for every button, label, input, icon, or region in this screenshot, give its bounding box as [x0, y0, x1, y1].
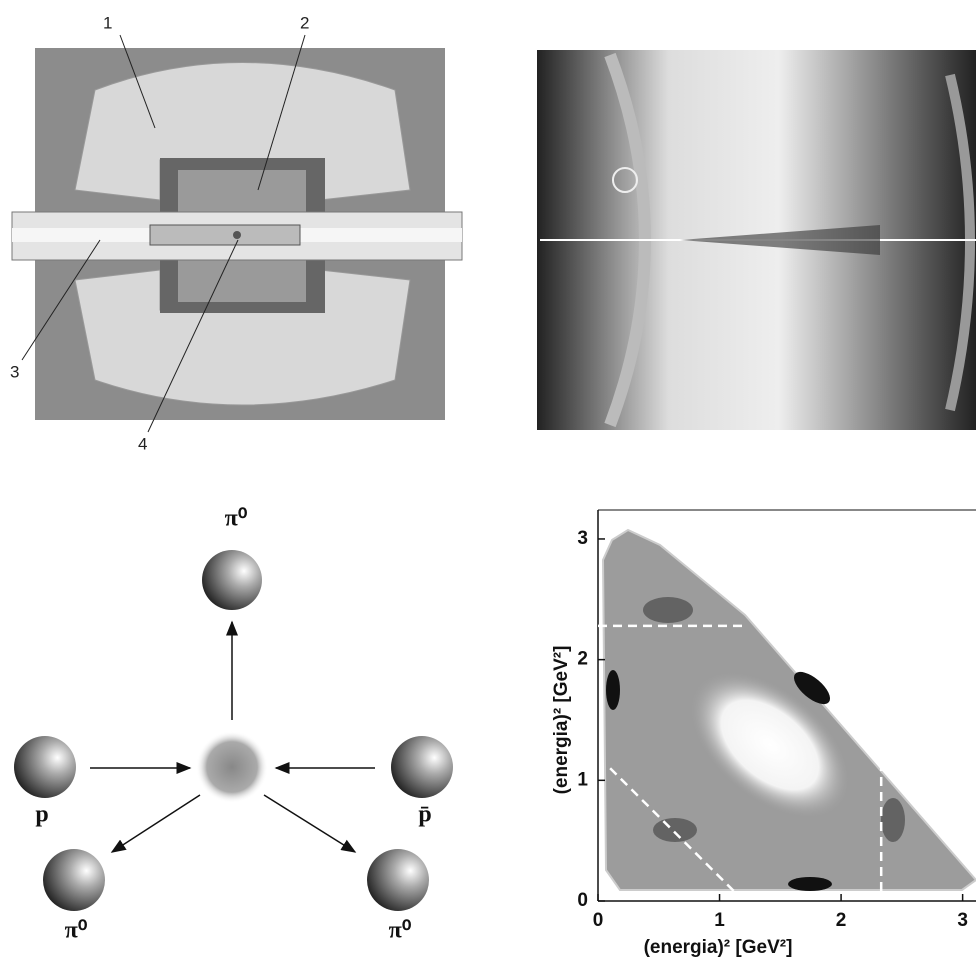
particle-label: π⁰	[389, 918, 412, 944]
x-tick-label: 1	[714, 910, 725, 931]
y-tick-label: 2	[577, 649, 588, 670]
particle-label: π⁰	[225, 506, 248, 532]
detector-diagram: 1 2 3 4	[10, 13, 462, 453]
figure: 1 2 3 4 π⁰ p p̄ π⁰ π⁰ (energia)² [GeV²] …	[0, 0, 976, 965]
x-tick-label: 0	[593, 910, 604, 931]
part-label: 4	[138, 434, 147, 453]
density-band	[643, 597, 693, 623]
annihilation-diagram: π⁰ p p̄ π⁰ π⁰	[14, 506, 453, 944]
particle-label: p	[35, 802, 48, 828]
density-band	[881, 798, 905, 842]
density-band	[788, 877, 832, 891]
particle-label: p̄	[418, 802, 431, 828]
x-tick-label: 3	[957, 910, 968, 931]
density-band	[606, 670, 620, 710]
y-tick-label: 0	[577, 890, 588, 911]
part-label: 2	[300, 13, 309, 32]
part-label: 3	[10, 362, 19, 381]
x-axis-label: (energia)² [GeV²]	[644, 937, 793, 958]
y-tick-label: 3	[577, 528, 588, 549]
particle-label: π⁰	[65, 918, 88, 944]
x-tick-label: 2	[836, 910, 847, 931]
part-label: 1	[103, 13, 112, 32]
y-tick-label: 1	[577, 769, 588, 790]
y-axis-label: (energia)² [GeV²]	[551, 646, 572, 795]
dalitz-plot: (energia)² [GeV²] (energia)² [GeV²] 0 1 2 3…	[551, 510, 976, 958]
detector-photo	[537, 50, 976, 430]
density-band	[653, 818, 697, 842]
